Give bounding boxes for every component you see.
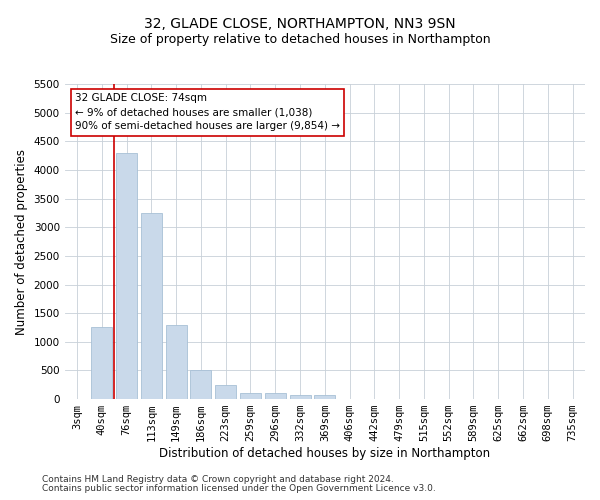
X-axis label: Distribution of detached houses by size in Northampton: Distribution of detached houses by size … bbox=[159, 447, 490, 460]
Bar bbox=[190, 370, 211, 399]
Text: 32 GLADE CLOSE: 74sqm
← 9% of detached houses are smaller (1,038)
90% of semi-de: 32 GLADE CLOSE: 74sqm ← 9% of detached h… bbox=[75, 94, 340, 132]
Bar bbox=[116, 152, 137, 399]
Bar bbox=[290, 395, 311, 399]
Bar bbox=[265, 394, 286, 399]
Bar bbox=[166, 324, 187, 399]
Text: Contains HM Land Registry data © Crown copyright and database right 2024.: Contains HM Land Registry data © Crown c… bbox=[42, 475, 394, 484]
Text: Size of property relative to detached houses in Northampton: Size of property relative to detached ho… bbox=[110, 32, 490, 46]
Bar bbox=[91, 328, 112, 399]
Y-axis label: Number of detached properties: Number of detached properties bbox=[15, 148, 28, 334]
Text: 32, GLADE CLOSE, NORTHAMPTON, NN3 9SN: 32, GLADE CLOSE, NORTHAMPTON, NN3 9SN bbox=[144, 18, 456, 32]
Bar bbox=[215, 385, 236, 399]
Bar bbox=[314, 395, 335, 399]
Bar bbox=[240, 394, 261, 399]
Text: Contains public sector information licensed under the Open Government Licence v3: Contains public sector information licen… bbox=[42, 484, 436, 493]
Bar bbox=[141, 213, 162, 399]
